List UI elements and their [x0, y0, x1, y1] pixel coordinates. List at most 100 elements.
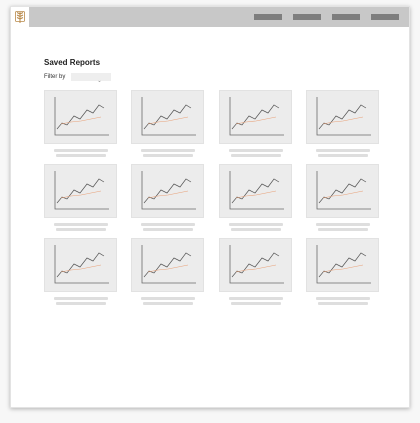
line-chart-icon — [316, 97, 371, 136]
line-chart-icon — [141, 97, 196, 136]
chart-axes — [316, 245, 371, 284]
line-chart-icon — [229, 171, 284, 210]
chart-series-dark — [56, 104, 105, 130]
report-subtitle — [55, 302, 106, 305]
filter-row: Filter by ⌄ — [44, 73, 112, 84]
report-thumbnail[interactable] — [219, 90, 292, 144]
report-thumbnail[interactable] — [131, 164, 204, 218]
report-card[interactable] — [131, 238, 204, 305]
report-title[interactable] — [228, 223, 283, 226]
report-card[interactable] — [131, 164, 204, 231]
chart-axes — [316, 171, 371, 210]
logo[interactable] — [11, 7, 29, 27]
report-title[interactable] — [315, 149, 370, 152]
report-card[interactable] — [44, 90, 117, 157]
report-thumbnail[interactable] — [306, 164, 379, 218]
chart-axes — [141, 171, 196, 210]
nav-item-4[interactable] — [371, 14, 399, 20]
chart-axes — [54, 97, 109, 136]
chart-series-dark — [318, 178, 367, 204]
report-card[interactable] — [306, 90, 379, 157]
report-card[interactable] — [219, 90, 292, 157]
nav-item-3[interactable] — [332, 14, 360, 20]
chart-series-dark — [143, 178, 192, 204]
chart-series-dark — [318, 104, 367, 130]
report-card[interactable] — [306, 238, 379, 305]
report-thumbnail[interactable] — [219, 164, 292, 218]
filter-select[interactable]: ⌄ — [71, 73, 112, 84]
chart-axes — [54, 245, 109, 284]
chart-series-accent — [60, 116, 102, 125]
chart-axes — [229, 171, 284, 210]
chart-series-dark — [231, 178, 280, 204]
report-card[interactable] — [44, 164, 117, 231]
page-title: Saved Reports — [44, 58, 101, 67]
chart-axes — [141, 245, 196, 284]
report-thumbnail[interactable] — [44, 238, 117, 292]
chart-series-accent — [235, 264, 277, 273]
report-title[interactable] — [53, 297, 108, 300]
report-title[interactable] — [140, 149, 195, 152]
chart-axes — [229, 97, 284, 136]
line-chart-icon — [316, 245, 371, 284]
report-title[interactable] — [315, 297, 370, 300]
report-subtitle — [55, 154, 106, 157]
report-thumbnail[interactable] — [131, 90, 204, 144]
report-title[interactable] — [53, 223, 108, 226]
chart-axes — [54, 171, 109, 210]
report-thumbnail[interactable] — [306, 90, 379, 144]
line-chart-icon — [316, 171, 371, 210]
chart-series-accent — [60, 264, 102, 273]
report-subtitle — [55, 228, 106, 231]
chart-series-dark — [56, 178, 105, 204]
chart-series-accent — [322, 116, 364, 125]
report-card[interactable] — [306, 164, 379, 231]
report-subtitle — [142, 302, 193, 305]
report-title[interactable] — [140, 223, 195, 226]
line-chart-icon — [54, 97, 109, 136]
wheat-icon — [15, 11, 25, 23]
top-bar — [29, 7, 409, 27]
report-card[interactable] — [131, 90, 204, 157]
chart-series-accent — [147, 264, 189, 273]
nav-item-1[interactable] — [254, 14, 282, 20]
chart-series-dark — [231, 104, 280, 130]
report-thumbnail[interactable] — [44, 164, 117, 218]
report-title[interactable] — [228, 297, 283, 300]
line-chart-icon — [229, 245, 284, 284]
app-window: Saved Reports Filter by ⌄ — [10, 6, 410, 408]
chart-axes — [229, 245, 284, 284]
report-title[interactable] — [315, 223, 370, 226]
report-subtitle — [230, 228, 281, 231]
chart-axes — [316, 97, 371, 136]
chart-series-accent — [322, 190, 364, 199]
chevron-down-icon: ⌄ — [97, 78, 102, 84]
line-chart-icon — [141, 245, 196, 284]
report-subtitle — [142, 154, 193, 157]
report-title[interactable] — [140, 297, 195, 300]
chart-series-dark — [56, 252, 105, 278]
chart-series-accent — [147, 116, 189, 125]
chart-series-dark — [143, 104, 192, 130]
report-thumbnail[interactable] — [131, 238, 204, 292]
report-thumbnail[interactable] — [44, 90, 117, 144]
chart-series-accent — [322, 264, 364, 273]
line-chart-icon — [54, 245, 109, 284]
nav-item-2[interactable] — [293, 14, 321, 20]
report-card[interactable] — [219, 238, 292, 305]
report-card[interactable] — [219, 164, 292, 231]
report-thumbnail[interactable] — [306, 238, 379, 292]
chart-series-accent — [60, 190, 102, 199]
report-subtitle — [142, 228, 193, 231]
report-card[interactable] — [44, 238, 117, 305]
report-title[interactable] — [228, 149, 283, 152]
line-chart-icon — [54, 171, 109, 210]
chart-series-dark — [231, 252, 280, 278]
report-thumbnail[interactable] — [219, 238, 292, 292]
chart-axes — [141, 97, 196, 136]
line-chart-icon — [229, 97, 284, 136]
chart-series-dark — [143, 252, 192, 278]
report-subtitle — [230, 154, 281, 157]
report-title[interactable] — [53, 149, 108, 152]
top-nav — [254, 14, 399, 20]
